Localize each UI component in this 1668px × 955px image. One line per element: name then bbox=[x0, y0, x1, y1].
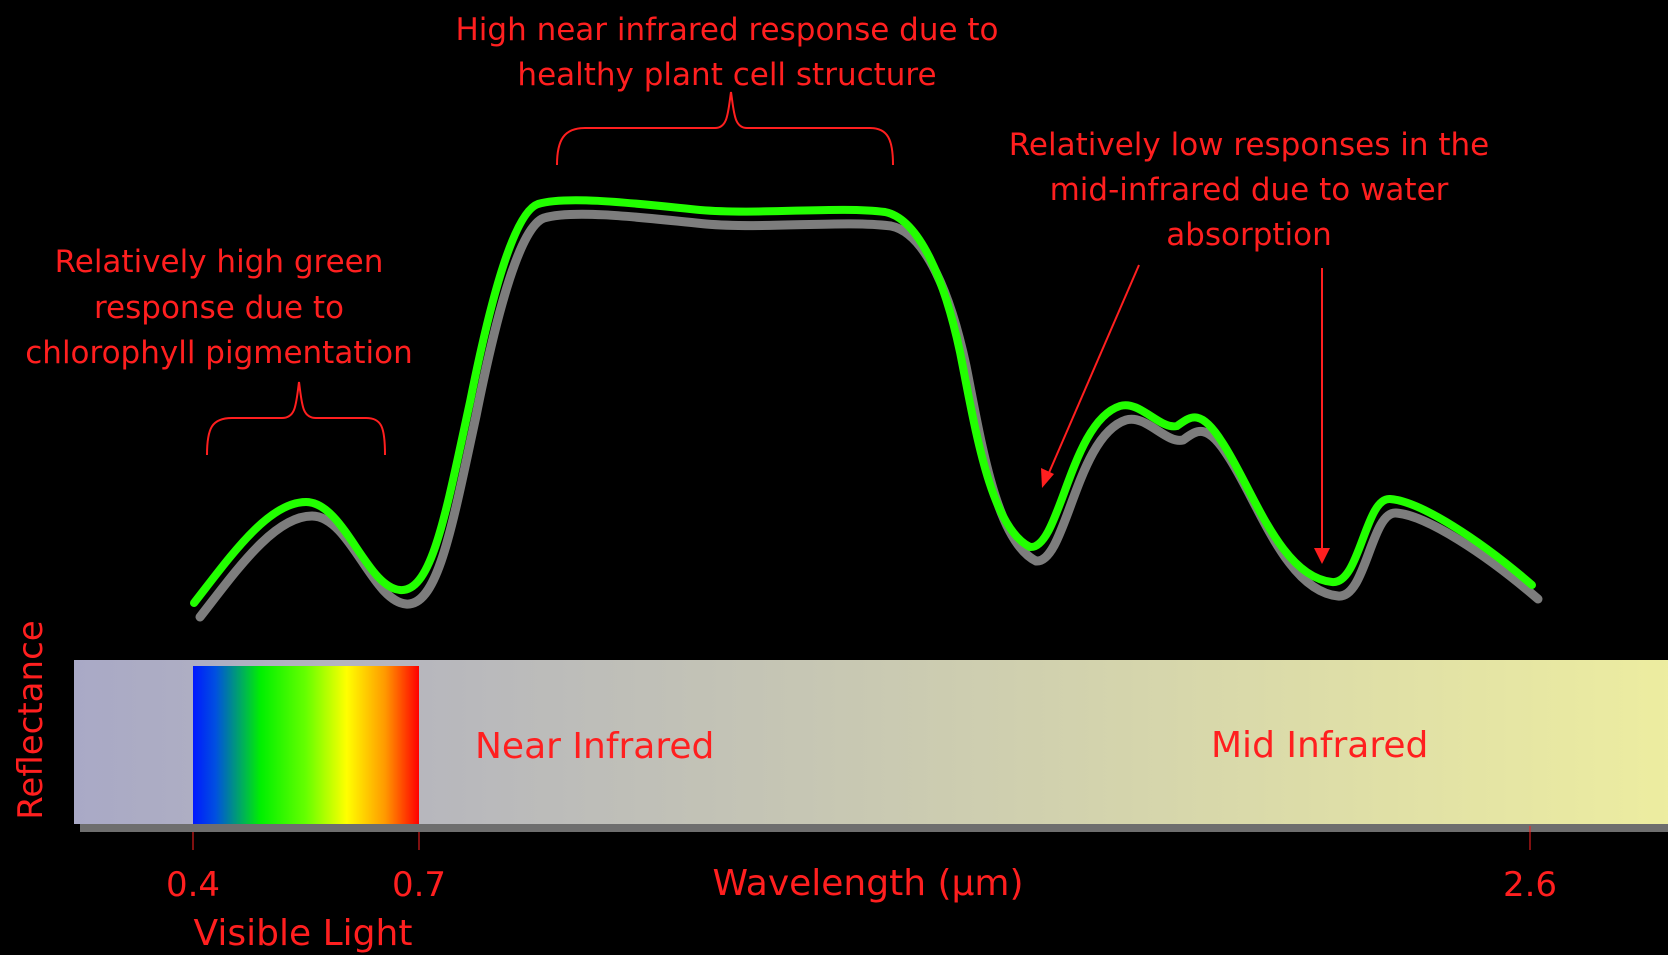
arrow-head-water-absorption bbox=[1314, 548, 1330, 564]
annotation-green-line2: response due to bbox=[94, 290, 344, 326]
annotation-green-line3: chlorophyll pigmentation bbox=[25, 335, 412, 371]
visible-spectrum bbox=[193, 666, 419, 824]
reflectance-curve-shadow bbox=[195, 209, 1543, 622]
brace-green-peak bbox=[206, 381, 386, 456]
annotation-mir-line2: mid-infrared due to water bbox=[1050, 172, 1449, 208]
reflectance-curve bbox=[190, 196, 1536, 607]
annotation-nir-line2: healthy plant cell structure bbox=[517, 57, 936, 93]
tick-label-2.6: 2.6 bbox=[1503, 865, 1557, 905]
y-axis-label: Reflectance bbox=[11, 620, 51, 819]
annotation-green-line1: Relatively high green bbox=[55, 244, 384, 280]
annotation-mir-line1: Relatively low responses in the bbox=[1009, 127, 1489, 163]
arrow-head-mid-ir-dip bbox=[1041, 468, 1054, 488]
annotation-mir-line3: absorption bbox=[1166, 217, 1332, 253]
arrow-line-mid-ir-dip bbox=[1047, 264, 1140, 476]
x-axis-label: Wavelength (µm) bbox=[712, 863, 1023, 904]
band-label-near-infrared: Near Infrared bbox=[475, 726, 714, 767]
annotation-nir-line1: High near infrared response due to bbox=[455, 12, 998, 48]
tick-label-0.4: 0.4 bbox=[166, 865, 220, 905]
visible-light-label: Visible Light bbox=[194, 913, 413, 954]
brace-nir-plateau bbox=[556, 91, 894, 166]
tick-label-0.7: 0.7 bbox=[392, 865, 446, 905]
band-label-mid-infrared: Mid Infrared bbox=[1211, 725, 1428, 766]
